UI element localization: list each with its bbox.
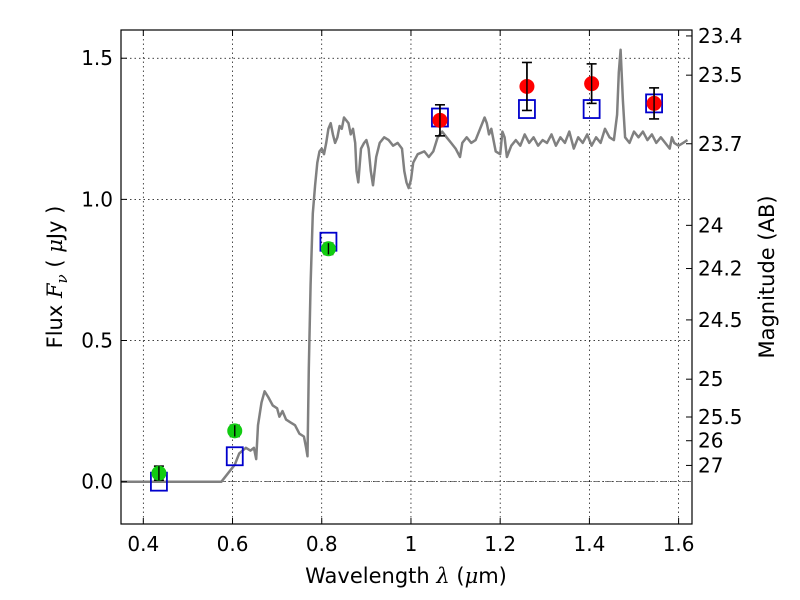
y2-tick-label: 27: [698, 453, 723, 477]
y-tick-label: 0.5: [81, 329, 113, 353]
y2-tick-label: 25: [698, 367, 723, 391]
y2-tick-label: 24.5: [698, 308, 743, 332]
data-layer: [121, 48, 689, 483]
y2-tick-label: 23.4: [698, 24, 743, 48]
y2-tick-label: 23.5: [698, 63, 743, 87]
y2-axis-title: Magnitude (AB): [755, 195, 779, 358]
y-tick-label: 1.5: [81, 46, 113, 70]
x-tick-label: 1.6: [663, 532, 695, 556]
x-tick-label: 1: [405, 532, 418, 556]
x-axis-title: Wavelength λ (μm): [305, 564, 507, 588]
y2-tick-label: 24: [698, 213, 723, 237]
y-tick-label: 1.0: [81, 187, 113, 211]
y-tick-label: 0.0: [81, 470, 113, 494]
y2-tick-label: 26: [698, 429, 723, 453]
x-tick-label: 0.4: [127, 532, 159, 556]
plot-frame: [120, 29, 693, 525]
x-tick-label: 0.8: [306, 532, 338, 556]
marker-layer: [150, 61, 663, 492]
spectrum-line: [121, 48, 689, 483]
x-tick-label: 1.4: [573, 532, 605, 556]
x-tick-label: 1.2: [484, 532, 516, 556]
ticks: 0.4 0.6 0.8 1 1.2 1.4 1.6 0.0 0.5 1.0 1.5 23.4 23.5 2…: [81, 24, 742, 556]
y2-tick-label: 25.5: [698, 405, 743, 429]
x-tick-label: 0.6: [217, 532, 249, 556]
plot-background: [121, 30, 692, 524]
y-axis-title: Flux Fν ( μJy ): [43, 206, 71, 349]
y2-tick-label: 23.7: [698, 132, 743, 156]
model-flux-square: [225, 446, 244, 467]
y2-tick-label: 24.2: [698, 257, 743, 281]
